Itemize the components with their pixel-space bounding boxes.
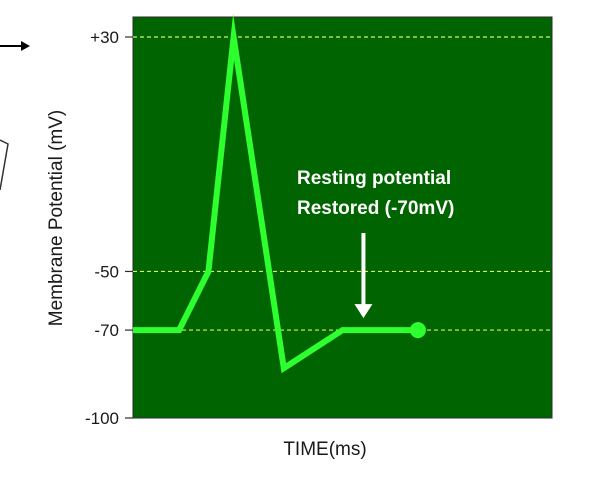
side-cup-fragment	[0, 139, 9, 191]
y-tick-label: -100	[85, 409, 119, 428]
x-axis-title: TIME(ms)	[283, 439, 366, 460]
y-tick-label: -70	[94, 321, 119, 340]
plot-area	[132, 16, 553, 419]
side-arrow-head	[21, 41, 30, 51]
y-axis-title: Membrane Potential (mV)	[46, 110, 67, 326]
y-tick-label: +30	[90, 28, 119, 47]
annotation-arrow-head	[354, 304, 373, 319]
annotation: Resting potential Restored (-70mV)	[297, 168, 454, 319]
annotation-text: Resting potential	[297, 168, 451, 189]
trace-line	[133, 13, 418, 374]
trace-endpoint	[409, 322, 426, 339]
trace	[133, 13, 426, 374]
annotation-text: Restored (-70mV)	[297, 198, 454, 219]
y-tick-label: -50	[94, 262, 119, 281]
y-axis-ticks: +30 -50 -70 -100	[85, 28, 133, 428]
